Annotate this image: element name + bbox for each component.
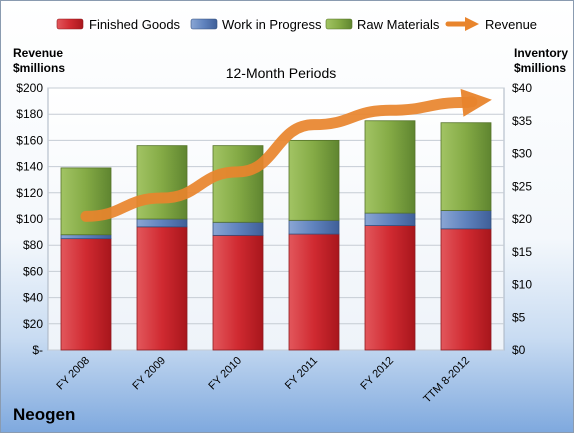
category-label: FY 2010: [206, 355, 244, 393]
bar-work-in-progress: [212, 221, 264, 236]
category-label: FY 2008: [54, 355, 92, 393]
bar-stack-layer: [60, 120, 492, 351]
legend-swatch-raw-materials: [325, 18, 353, 30]
left-axis-ticks: $- $20 $40 $60 $80 $100 $120 $140 $160 $180 $200: [16, 81, 43, 357]
right-axis-title-line2: $millions: [514, 61, 566, 75]
left-tick-label: $60: [23, 264, 43, 278]
category-labels: FY 2008 FY 2009 FY 2010 FY 2011 FY 2012 TTM 8…: [54, 355, 472, 406]
bar-work-in-progress: [364, 212, 416, 226]
bar-finished-goods: [364, 225, 416, 351]
category-label: FY 2012: [358, 355, 396, 393]
left-tick-label: $20: [23, 317, 43, 331]
legend-swatch-work-in-progress: [190, 18, 218, 30]
chart-title: 12-Month Periods: [226, 65, 337, 81]
bar-work-in-progress: [440, 210, 492, 230]
left-tick-label: $200: [16, 81, 43, 95]
legend-swatch-finished-goods: [56, 18, 84, 30]
left-tick-label: $140: [16, 160, 43, 174]
left-tick-label: $40: [23, 291, 43, 305]
left-tick-label: $-: [32, 343, 43, 357]
bar-work-in-progress: [136, 218, 188, 228]
right-tick-label: $20: [512, 212, 532, 226]
legend-label-revenue: Revenue: [485, 17, 537, 32]
right-tick-label: $0: [512, 343, 526, 357]
right-axis-title-line1: Inventory: [514, 46, 568, 60]
left-axis-title-line1: Revenue: [13, 46, 63, 60]
left-axis-title-line2: $millions: [13, 61, 65, 75]
bar-work-in-progress: [288, 219, 340, 235]
bar-work-in-progress: [60, 234, 112, 240]
left-tick-label: $80: [23, 238, 43, 252]
legend-label-work-in-progress: Work in Progress: [222, 17, 322, 32]
right-tick-label: $30: [512, 147, 532, 161]
revenue-line-layer: [80, 88, 492, 222]
category-label: FY 2011: [283, 355, 320, 392]
left-tick-label: $160: [16, 133, 43, 147]
bar-finished-goods: [440, 228, 492, 351]
legend: Finished Goods Work in Progress Raw Mate…: [56, 17, 537, 32]
legend-label-finished-goods: Finished Goods: [89, 17, 181, 32]
bar-raw-materials: [136, 145, 188, 220]
left-tick-label: $100: [16, 212, 43, 226]
bar-finished-goods: [136, 226, 188, 351]
bar-finished-goods: [288, 233, 340, 351]
right-tick-label: $15: [512, 245, 532, 259]
revenue-arrowhead: [460, 88, 492, 117]
bar-finished-goods: [212, 234, 264, 351]
bar-raw-materials: [440, 122, 492, 211]
right-tick-label: $10: [512, 278, 532, 292]
right-axis-ticks: $0 $5 $10 $15 $20 $25 $30 $35 $40: [512, 81, 532, 357]
bar-raw-materials: [212, 145, 264, 223]
bar-raw-materials: [364, 120, 416, 214]
right-tick-label: $40: [512, 81, 532, 95]
left-tick-label: $120: [16, 186, 43, 200]
company-name: Neogen: [13, 405, 76, 424]
category-label: FY 2009: [130, 355, 168, 393]
bar-raw-materials: [288, 139, 340, 221]
legend-swatch-revenue-arrowhead: [465, 17, 479, 31]
category-label: TTM 8-2012: [421, 355, 472, 406]
bar-finished-goods: [60, 238, 112, 351]
right-tick-label: $25: [512, 179, 532, 193]
bar-raw-materials: [60, 167, 112, 236]
right-tick-label: $35: [512, 114, 532, 128]
legend-label-raw-materials: Raw Materials: [357, 17, 440, 32]
right-tick-label: $5: [512, 310, 526, 324]
left-tick-label: $180: [16, 107, 43, 121]
